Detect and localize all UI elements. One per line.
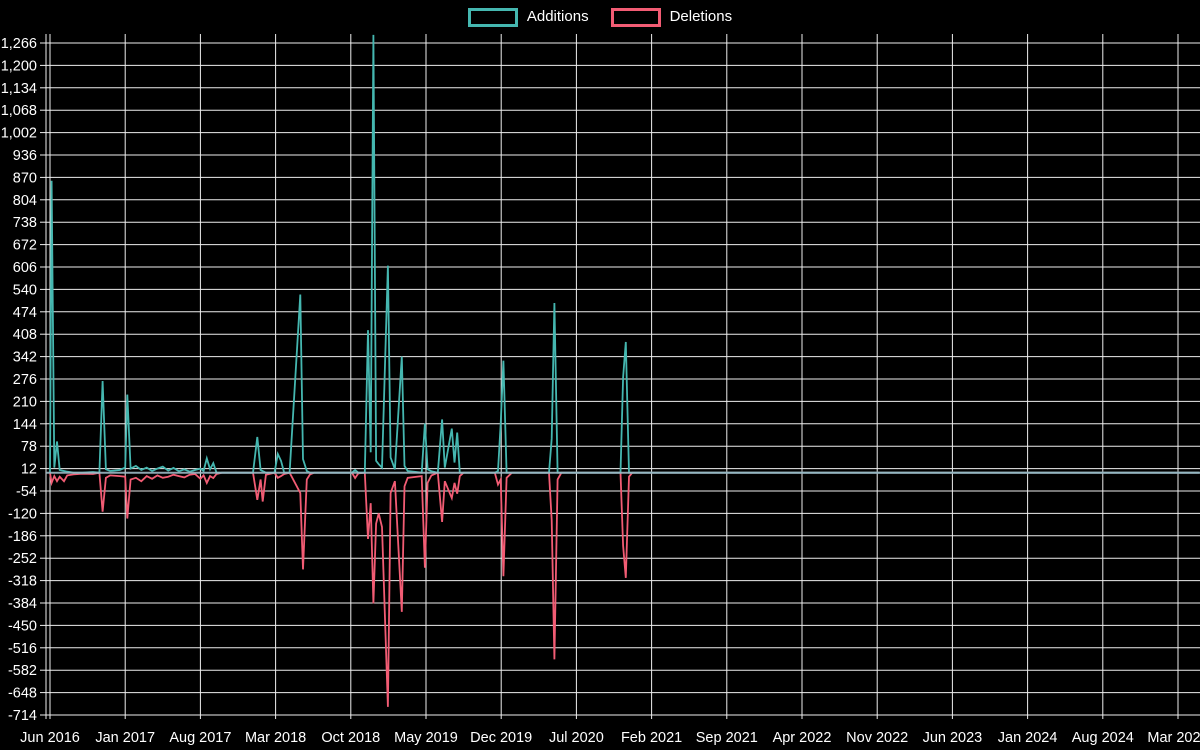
legend-label-additions: Additions [526, 8, 589, 25]
y-tick-label: 540 [13, 282, 37, 298]
y-tick-label: 738 [13, 215, 37, 231]
y-tick-label: 210 [13, 394, 37, 410]
legend-item-additions[interactable]: Additions [467, 6, 589, 28]
y-tick-label: 672 [13, 238, 37, 254]
x-tick-label: May 2019 [394, 730, 458, 746]
y-tick-label: -252 [8, 551, 37, 567]
x-tick-label: Aug 2024 [1072, 730, 1134, 746]
legend-label-deletions: Deletions [669, 8, 733, 25]
x-tick-label: Feb 2021 [621, 730, 682, 746]
x-tick-label: Jun 2016 [20, 730, 80, 746]
x-tick-label: Aug 2017 [169, 730, 231, 746]
y-tick-label: -120 [8, 506, 37, 522]
y-tick-label: -582 [8, 663, 37, 679]
y-tick-label: 870 [13, 170, 37, 186]
x-tick-label: Nov 2022 [846, 730, 908, 746]
axes [40, 34, 47, 719]
y-tick-label: -186 [8, 529, 37, 545]
chart-legend: Additions Deletions [0, 6, 1200, 28]
series-line-additions [49, 34, 1200, 474]
x-tick-label: Sep 2021 [696, 730, 758, 746]
x-tick-label: Apr 2022 [773, 730, 832, 746]
vertical-gridlines [49, 34, 1179, 719]
x-axis-labels: Jun 2016 Jan 2017 Aug 2017 Mar 2018 Oct 2018… [20, 730, 1200, 746]
y-tick-label: -450 [8, 618, 37, 634]
y-tick-label: 78 [21, 439, 37, 455]
y-tick-label: 474 [13, 305, 37, 321]
x-tick-label: Jun 2023 [923, 730, 983, 746]
y-tick-label: 1,068 [1, 103, 37, 119]
y-tick-label: 12 [21, 462, 37, 478]
x-tick-label: Jan 2017 [95, 730, 155, 746]
x-tick-label: Mar 2018 [245, 730, 306, 746]
y-axis-labels: 1,266 1,200 1,134 1,068 1,002 936 870 804 738 672… [1, 36, 37, 724]
y-tick-label: 408 [13, 327, 37, 343]
y-tick-label: 606 [13, 260, 37, 276]
y-tick-label: -714 [8, 708, 37, 724]
y-tick-label: -318 [8, 574, 37, 590]
y-tick-label: 1,002 [1, 126, 37, 142]
deletions-swatch-icon [610, 7, 661, 27]
y-tick-label: -54 [16, 484, 37, 500]
y-tick-label: 342 [13, 350, 37, 366]
legend-item-deletions[interactable]: Deletions [610, 6, 733, 28]
horizontal-gridlines [46, 42, 1200, 716]
x-tick-label: Oct 2018 [321, 730, 380, 746]
y-tick-label: -516 [8, 641, 37, 657]
series-line-deletions [49, 471, 1200, 707]
y-tick-label: 936 [13, 148, 37, 164]
x-tick-label: Jul 2020 [549, 730, 604, 746]
x-tick-label: Jan 2024 [998, 730, 1058, 746]
additions-swatch-icon [467, 7, 518, 27]
x-tick-label: Mar 2025 [1147, 730, 1200, 746]
data-series [46, 34, 1200, 707]
y-tick-label: 804 [13, 193, 37, 209]
y-tick-label: 1,200 [1, 58, 37, 74]
y-tick-label: -384 [8, 596, 37, 612]
y-tick-label: 1,134 [1, 81, 37, 97]
y-tick-label: -648 [8, 686, 37, 702]
y-tick-label: 1,266 [1, 36, 37, 52]
y-tick-label: 144 [13, 417, 37, 433]
x-tick-label: Dec 2019 [470, 730, 532, 746]
y-tick-label: 276 [13, 372, 37, 388]
